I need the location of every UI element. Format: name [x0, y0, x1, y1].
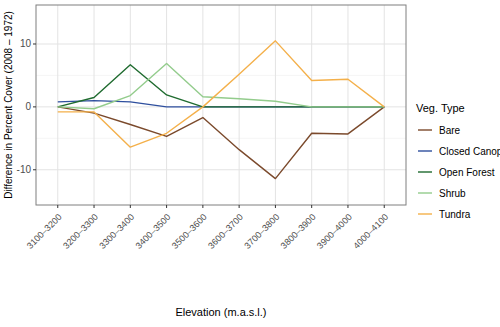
x-tick-label: 3200–3300: [61, 212, 100, 251]
x-tick-label: 3100–3200: [25, 212, 64, 251]
legend-label: Bare: [439, 125, 461, 136]
legend-swatch: [418, 213, 432, 214]
x-tick-label: 3900–4000: [315, 212, 354, 251]
series-line: [58, 41, 384, 147]
plot-background: [36, 5, 406, 205]
legend-swatch: [418, 129, 432, 130]
x-tick: [384, 205, 385, 208]
y-tick-label: -10: [17, 164, 32, 175]
legend-swatch: [418, 192, 432, 193]
x-tick-label: 3500–3600: [170, 212, 209, 251]
x-tick-label: 3600–3700: [206, 212, 245, 251]
grid-line: [36, 43, 406, 44]
x-tick: [130, 205, 131, 208]
x-tick: [347, 205, 348, 208]
legend-label: Shrub: [439, 188, 466, 199]
minor-grid: [36, 75, 406, 76]
grid-line-x: [311, 5, 312, 205]
x-tick: [239, 205, 240, 208]
x-tick: [275, 205, 276, 208]
grid-line-x: [94, 5, 95, 205]
plot-frame: [36, 5, 406, 205]
grid-line-x: [384, 5, 385, 205]
grid-line-x: [239, 5, 240, 205]
legend-label: Tundra: [439, 209, 471, 220]
series-group: [58, 41, 384, 179]
x-tick: [57, 205, 58, 208]
grid-line-x: [57, 5, 58, 205]
chart: -10 0 10 3100–32003200–33003300–34003400–35…: [0, 0, 500, 327]
grid-line: [36, 169, 406, 170]
grid-line-x: [130, 5, 131, 205]
x-tick-label: 4000–4100: [351, 212, 390, 251]
y-tick: [33, 106, 36, 107]
x-tick: [166, 205, 167, 208]
y-tick: [33, 169, 36, 170]
legend-swatch: [418, 150, 432, 151]
y-tick-label: 10: [20, 38, 32, 49]
grid-line-x: [166, 5, 167, 205]
x-tick: [94, 205, 95, 208]
legend-title: Veg. Type: [416, 102, 465, 114]
grid-line-x: [347, 5, 348, 205]
x-tick-label: 3800–3900: [279, 212, 318, 251]
grid-line-x: [202, 5, 203, 205]
series-line: [58, 63, 384, 108]
x-tick-label: 3300–3400: [97, 212, 136, 251]
x-tick: [311, 205, 312, 208]
minor-grid: [36, 138, 406, 139]
y-axis-title: Difference in Percent Cover (2008 – 1972…: [3, 11, 14, 199]
y-tick-label: 0: [25, 101, 31, 112]
series-line: [58, 65, 384, 107]
series-line: [58, 107, 384, 179]
x-tick: [202, 205, 203, 208]
x-axis-title: Elevation (m.a.s.l.): [175, 306, 266, 318]
legend-swatch: [418, 171, 432, 172]
grid-line-x: [275, 5, 276, 205]
legend-label: Open Forest: [439, 167, 495, 178]
y-tick: [33, 43, 36, 44]
x-tick-label: 3400–3500: [134, 212, 173, 251]
legend-label: Closed Canopy: [439, 146, 500, 157]
x-tick-label: 3700–3800: [242, 212, 281, 251]
